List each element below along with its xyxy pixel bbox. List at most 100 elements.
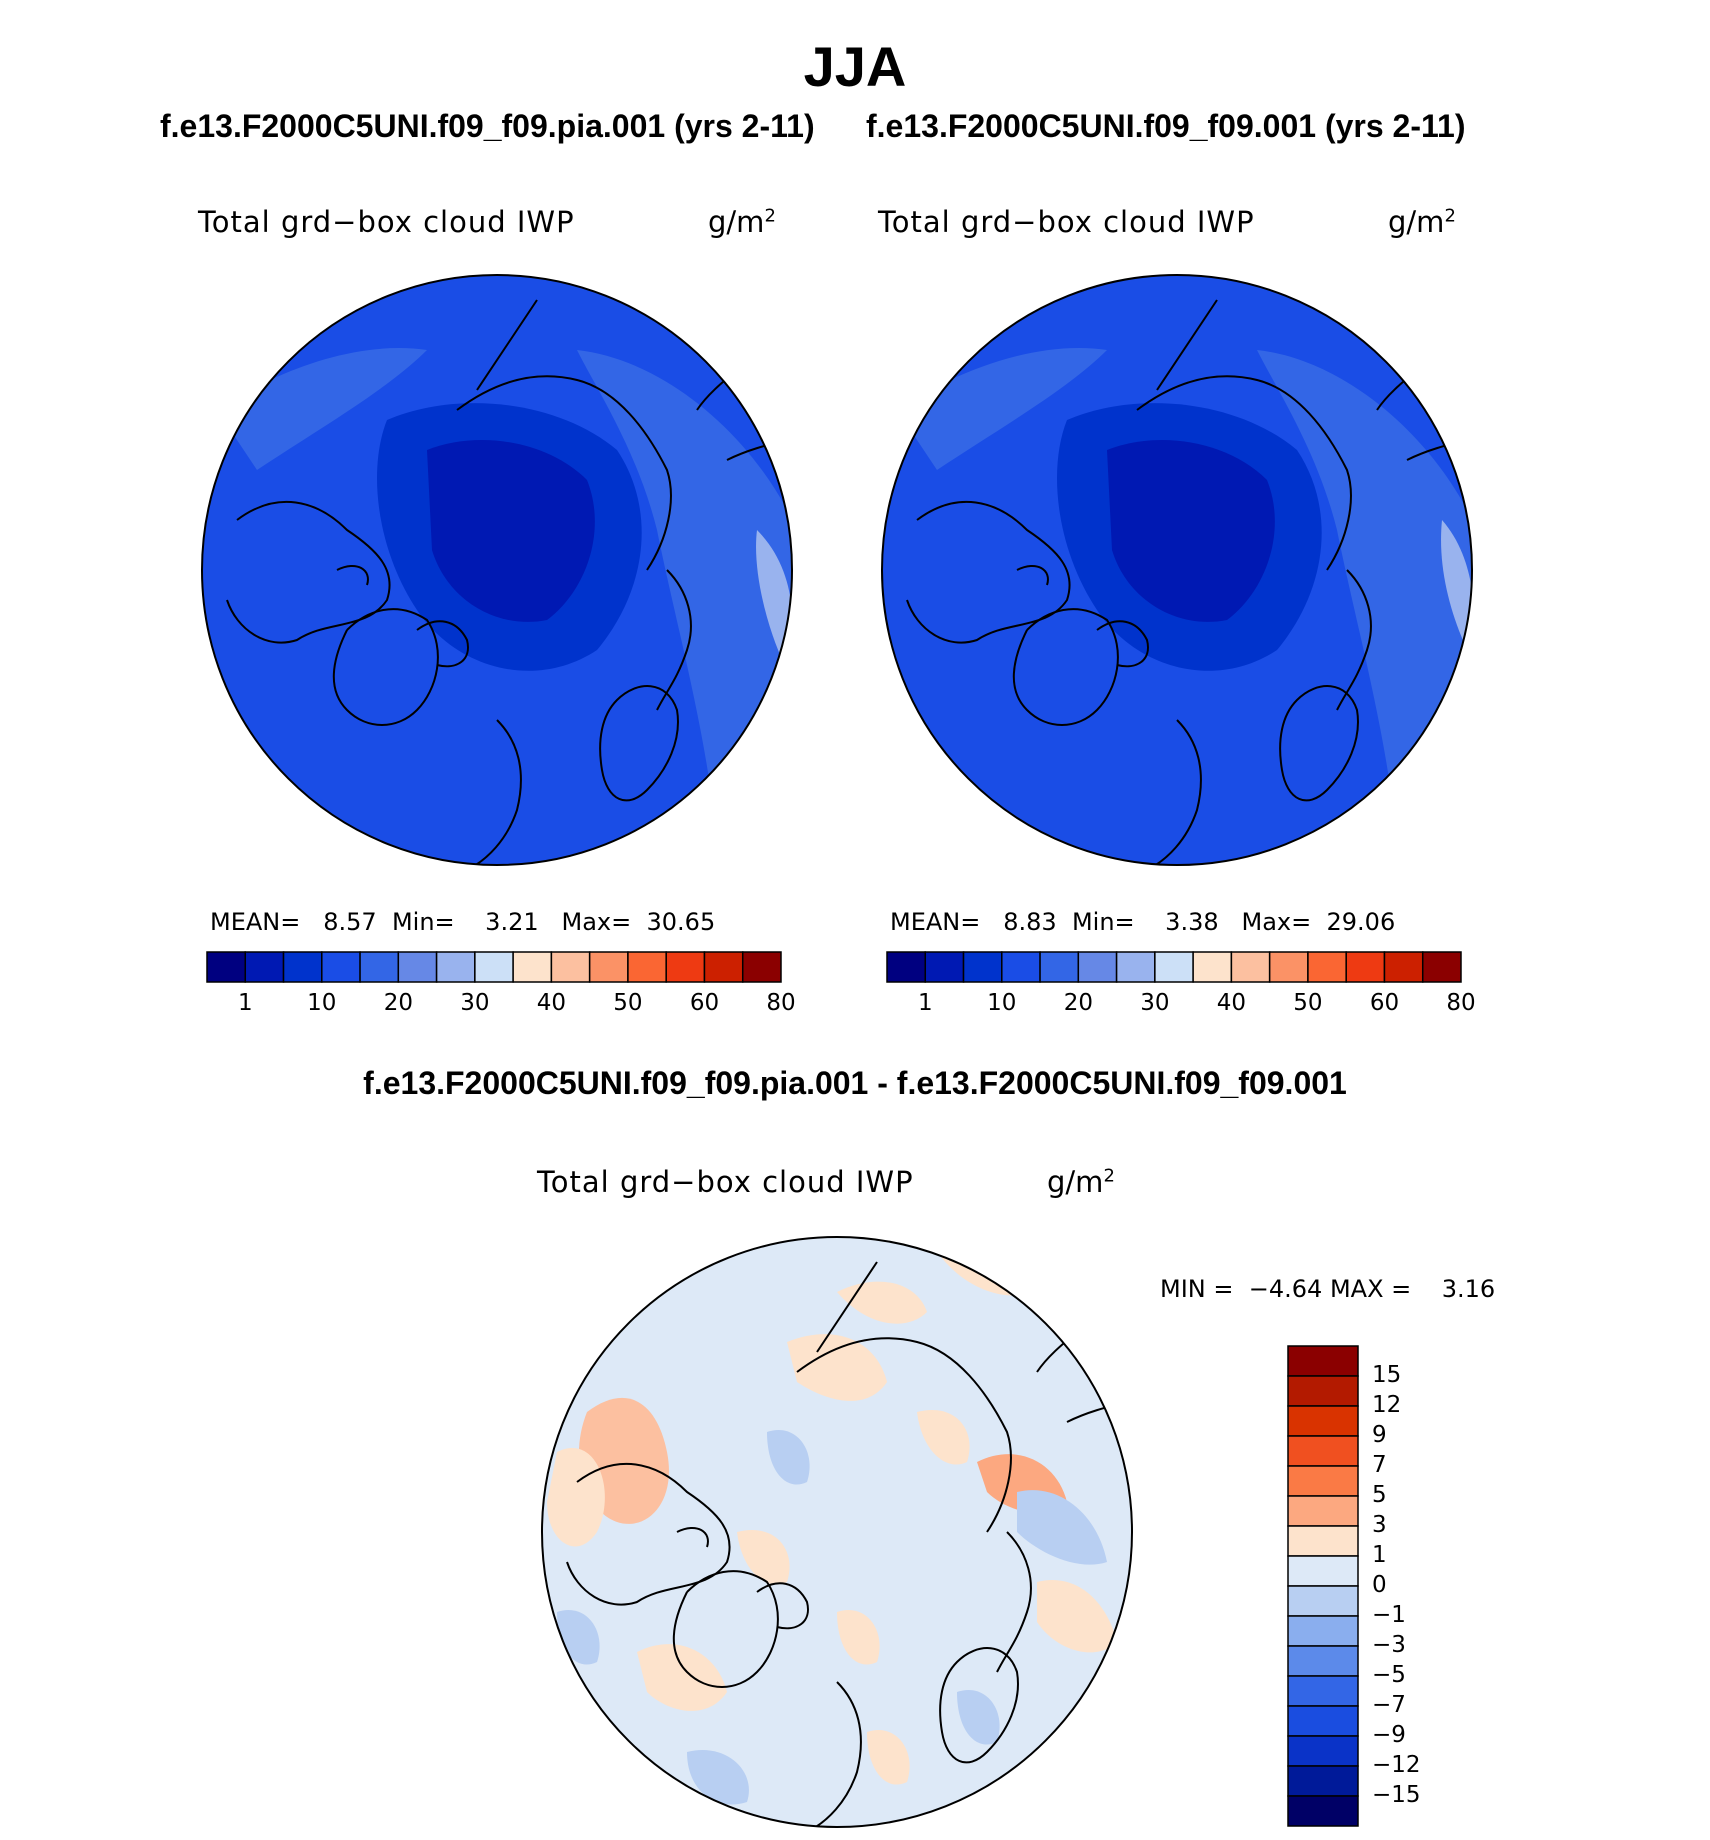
colorbar-diff-swatch-0: [1287, 1345, 1359, 1377]
colorbar-left-swatch-14: [741, 951, 782, 983]
colorbar-left-swatch-13: [703, 951, 744, 983]
panel-variable-right: Total grd−box cloud IWP: [878, 205, 1255, 239]
polar-map-right: [881, 274, 1473, 866]
colorbar-left-swatch-2: [282, 951, 323, 983]
colorbar-right-swatch-2: [962, 951, 1003, 983]
colorbar-left-swatch-11: [627, 951, 667, 983]
stats-right: MEAN= 8.83 Min= 3.38 Max= 29.06: [890, 908, 1396, 936]
colorbar-right-tick-label: 80: [1446, 990, 1476, 1016]
colorbar-right-tick-label: 1: [917, 990, 933, 1016]
colorbar-left: [206, 951, 782, 983]
colorbar-ticks-left: 1 10 20 30 40 50 60 80: [207, 990, 796, 1020]
colorbar-left-tick-label: 60: [689, 990, 720, 1016]
colorbar-diff-swatch-1: [1287, 1375, 1359, 1407]
colorbar-left-tick-label: 50: [613, 990, 643, 1016]
colorbar-right-tick-label: 20: [1063, 990, 1093, 1016]
colorbar-right-swatch-13: [1383, 951, 1424, 983]
stats-left: MEAN= 8.57 Min= 3.21 Max= 30.65: [210, 908, 716, 936]
colorbar-left-swatch-8: [512, 951, 553, 983]
colorbar-ticks-right: 1 10 20 30 40 50 60 80: [887, 990, 1476, 1020]
colorbar-diff-tick-label: −1: [1372, 1602, 1406, 1628]
colorbar-left-swatch-10: [588, 951, 629, 983]
colorbar-left-tick-label: 40: [536, 990, 567, 1016]
colorbar-diff-swatch-11: [1287, 1675, 1359, 1707]
colorbar-right-swatch-3: [1001, 951, 1041, 983]
colorbar-right-swatch-12: [1345, 951, 1386, 983]
colorbar-right-swatch-10: [1268, 951, 1309, 983]
colorbar-right-swatch-0: [886, 951, 927, 983]
colorbar-left-tick-label: 30: [460, 990, 490, 1016]
colorbar-right-tick-label: 10: [987, 990, 1017, 1016]
colorbar-right-tick-label: 30: [1140, 990, 1170, 1016]
panel-variable-diff: Total grd−box cloud IWP: [537, 1165, 914, 1199]
colorbar-left-swatch-9: [550, 951, 591, 983]
colorbar-right-swatch-1: [924, 951, 965, 983]
colorbar-right-swatch-5: [1077, 951, 1118, 983]
colorbar-diff-tick-label: −5: [1372, 1662, 1406, 1688]
colorbar-diff-tick-label: −3: [1372, 1632, 1406, 1658]
colorbar-diff-tick-label: 12: [1372, 1392, 1402, 1418]
coastlines-right: [906, 299, 1468, 865]
colorbar-diff-swatch-6: [1287, 1525, 1359, 1557]
colorbar-right-tick-label: 40: [1216, 990, 1247, 1016]
colorbar-right-swatch-9: [1230, 951, 1271, 983]
colorbar-left-swatch-4: [359, 951, 400, 983]
colorbar-right-swatch-7: [1154, 951, 1194, 983]
colorbar-diff-tick-label: −9: [1372, 1722, 1406, 1748]
colorbar-diff-tick-label: 15: [1372, 1362, 1402, 1388]
colorbar-diff-tick-label: −12: [1372, 1752, 1421, 1778]
colorbar-left-tick-label: 20: [383, 990, 413, 1016]
colorbar-diff-tick-label: 1: [1372, 1542, 1387, 1568]
colorbar-diff-swatch-15: [1287, 1795, 1359, 1827]
colorbar-left-swatch-1: [244, 951, 285, 983]
colorbar-diff-swatch-3: [1287, 1435, 1359, 1467]
colorbar-diff-swatch-9: [1287, 1615, 1359, 1647]
colorbar-left-swatch-5: [397, 951, 438, 983]
colorbar-diff-tick-label: −15: [1372, 1782, 1421, 1808]
colorbar-left-tick-label: 80: [766, 990, 796, 1016]
colorbar-left-swatch-0: [206, 951, 247, 983]
colorbar-diff-tick-label: 3: [1372, 1512, 1387, 1538]
colorbar-left-swatch-12: [665, 951, 706, 983]
polar-map-diff: [541, 1236, 1133, 1828]
colorbar-right-swatch-8: [1192, 951, 1233, 983]
colorbar-diff-swatch-5: [1287, 1495, 1359, 1527]
colorbar-right-swatch-11: [1307, 951, 1347, 983]
colorbar-left-tick-label: 1: [237, 990, 253, 1016]
colorbar-diff-swatch-2: [1287, 1405, 1359, 1437]
colorbar-diff-swatch-7: [1287, 1555, 1359, 1587]
panel-units-right: g/m2: [1388, 205, 1456, 239]
colorbar-diff-swatch-14: [1287, 1765, 1359, 1797]
polar-map-left: [201, 274, 793, 866]
colorbar-diff-tick-label: 5: [1372, 1482, 1387, 1508]
colorbar-right-swatch-6: [1115, 951, 1156, 983]
colorbar-diff-swatch-8: [1287, 1585, 1359, 1617]
colorbar-left-tick-label: 10: [307, 990, 337, 1016]
colorbar-diff-tick-label: 0: [1372, 1572, 1387, 1598]
colorbar-ticks-diff: 15 12 9 7 5 3 1 0 −1 −3 −5 −7 −9 −12 −15: [1372, 1346, 1452, 1826]
colorbar-left-swatch-3: [321, 951, 361, 983]
case-title-left: f.e13.F2000C5UNI.f09_f09.pia.001 (yrs 2-…: [160, 108, 815, 144]
colorbar-diff-swatch-4: [1287, 1465, 1359, 1497]
panel-variable-left: Total grd−box cloud IWP: [198, 205, 575, 239]
stats-diff: MIN = −4.64 MAX = 3.16: [1160, 1275, 1496, 1303]
colorbar-diff: [1287, 1345, 1359, 1827]
colorbar-diff-swatch-12: [1287, 1705, 1359, 1737]
figure-title: JJA: [803, 35, 907, 98]
colorbar-left-swatch-7: [474, 951, 514, 983]
panel-units-diff: g/m2: [1047, 1165, 1115, 1199]
panel-units-left: g/m2: [708, 205, 776, 239]
colorbar-diff-tick-label: 7: [1372, 1452, 1387, 1478]
colorbar-left-swatch-6: [435, 951, 476, 983]
case-title-right: f.e13.F2000C5UNI.f09_f09.001 (yrs 2-11): [866, 108, 1466, 144]
colorbar-right-tick-label: 60: [1369, 990, 1400, 1016]
colorbar-diff-swatch-10: [1287, 1645, 1359, 1677]
colorbar-diff-swatch-13: [1287, 1735, 1359, 1767]
colorbar-diff-tick-label: −7: [1372, 1692, 1406, 1718]
colorbar-right-swatch-4: [1039, 951, 1080, 983]
colorbar-right: [886, 951, 1462, 983]
colorbar-right-tick-label: 50: [1293, 990, 1323, 1016]
diff-title: f.e13.F2000C5UNI.f09_f09.pia.001 - f.e13…: [363, 1065, 1347, 1101]
coastlines-diff: [566, 1261, 1128, 1827]
colorbar-diff-tick-label: 9: [1372, 1422, 1387, 1448]
